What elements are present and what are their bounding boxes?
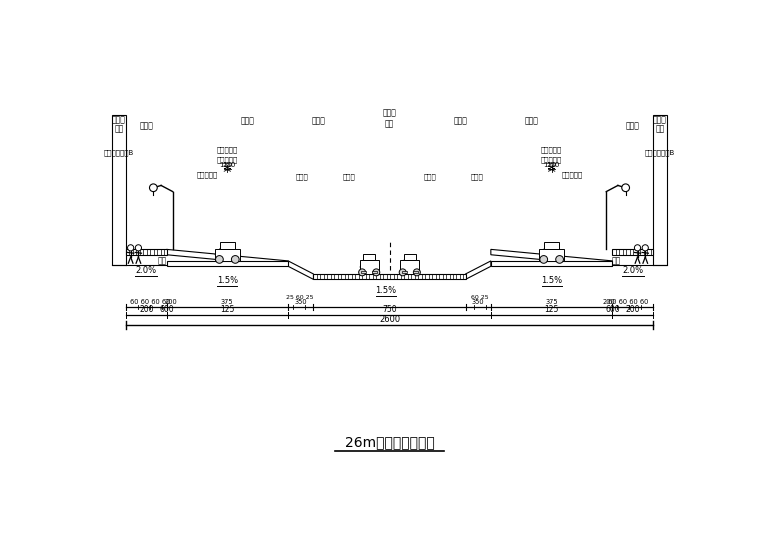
Text: 墙物: 墙物 — [655, 124, 664, 133]
Text: 1.5%: 1.5% — [375, 286, 396, 295]
Text: 200: 200 — [164, 300, 177, 306]
Text: 60 60 60 60: 60 60 60 60 — [130, 300, 170, 306]
Text: 1.5%: 1.5% — [541, 275, 562, 285]
Circle shape — [540, 256, 548, 263]
Text: 首层: 首层 — [612, 257, 621, 265]
Text: 保留人行道路B: 保留人行道路B — [644, 150, 675, 157]
Bar — [402, 271, 407, 273]
Circle shape — [231, 256, 239, 263]
Circle shape — [373, 269, 380, 276]
Circle shape — [128, 245, 134, 251]
Text: 规划人行道: 规划人行道 — [562, 172, 583, 178]
Bar — [166, 261, 288, 266]
Text: 25 60 25: 25 60 25 — [286, 295, 313, 300]
Bar — [361, 271, 366, 273]
Bar — [491, 261, 613, 266]
Text: 200: 200 — [625, 305, 640, 314]
Text: 2.0%: 2.0% — [136, 266, 157, 275]
Polygon shape — [288, 261, 313, 279]
Text: 规划人行道: 规划人行道 — [217, 156, 238, 162]
Text: 200: 200 — [139, 305, 154, 314]
Bar — [215, 249, 239, 261]
Bar — [413, 271, 418, 273]
Text: 车行道: 车行道 — [241, 116, 255, 125]
Text: 600: 600 — [605, 305, 619, 314]
Circle shape — [216, 256, 223, 263]
Text: 60 60 60 60: 60 60 60 60 — [609, 300, 649, 306]
Circle shape — [413, 269, 420, 276]
Bar — [360, 260, 378, 274]
Text: 2.0%: 2.0% — [622, 266, 643, 275]
Text: 150: 150 — [546, 161, 560, 168]
Text: 125: 125 — [544, 305, 559, 314]
Text: 150: 150 — [222, 161, 236, 168]
Bar — [220, 242, 235, 249]
Text: 1.5%: 1.5% — [217, 275, 238, 285]
Bar — [372, 271, 377, 273]
Text: 现状界: 现状界 — [653, 116, 667, 124]
Bar — [404, 254, 416, 260]
Text: 人行道: 人行道 — [625, 122, 640, 131]
Text: 150: 150 — [219, 161, 233, 168]
Bar — [653, 115, 667, 265]
Text: 375: 375 — [221, 300, 233, 306]
Polygon shape — [166, 249, 288, 266]
Text: 125: 125 — [220, 305, 235, 314]
Text: 人行道: 人行道 — [139, 122, 154, 131]
Bar — [313, 274, 466, 279]
Text: 设备带: 设备带 — [312, 116, 325, 125]
Text: 模板侧分带: 模板侧分带 — [541, 146, 562, 153]
Text: 模板侧分带: 模板侧分带 — [217, 146, 238, 153]
Circle shape — [556, 256, 563, 263]
Text: 保留人行道路B: 保留人行道路B — [104, 150, 135, 157]
Circle shape — [635, 245, 641, 251]
Text: 安全带: 安全带 — [296, 173, 309, 180]
Text: 车行道: 车行道 — [343, 173, 356, 180]
Text: 现状界: 现状界 — [112, 116, 126, 124]
Text: 375: 375 — [546, 300, 558, 306]
Text: 750: 750 — [382, 305, 397, 314]
Bar — [126, 249, 166, 255]
Circle shape — [150, 184, 157, 192]
Bar — [540, 249, 564, 261]
Bar — [613, 249, 653, 255]
Bar — [401, 260, 419, 274]
Bar — [112, 115, 126, 265]
Text: 车行道: 车行道 — [423, 173, 436, 180]
Bar — [544, 242, 559, 249]
Text: 道路中
心线: 道路中 心线 — [382, 109, 397, 128]
Text: 600: 600 — [160, 305, 174, 314]
Text: 安全带: 安全带 — [470, 173, 483, 180]
Text: 首层: 首层 — [158, 257, 167, 265]
Text: 规划人行道: 规划人行道 — [196, 172, 217, 178]
Bar — [363, 254, 375, 260]
Circle shape — [135, 245, 141, 251]
Circle shape — [622, 184, 629, 192]
Text: 350: 350 — [295, 300, 307, 306]
Text: 墙物: 墙物 — [115, 124, 124, 133]
Circle shape — [642, 245, 648, 251]
Circle shape — [359, 269, 366, 276]
Text: 350: 350 — [472, 300, 484, 306]
Text: 60 25: 60 25 — [471, 295, 489, 300]
Circle shape — [399, 269, 406, 276]
Text: 车行道: 车行道 — [524, 116, 538, 125]
Text: 规划人行道: 规划人行道 — [541, 156, 562, 162]
Text: 26m道路标准横断面: 26m道路标准横断面 — [344, 435, 435, 449]
Text: 2600: 2600 — [379, 315, 400, 324]
Polygon shape — [466, 261, 491, 279]
Polygon shape — [491, 249, 613, 266]
Text: 200: 200 — [602, 300, 615, 306]
Text: 设备带: 设备带 — [454, 116, 467, 125]
Text: 150: 150 — [543, 161, 557, 168]
